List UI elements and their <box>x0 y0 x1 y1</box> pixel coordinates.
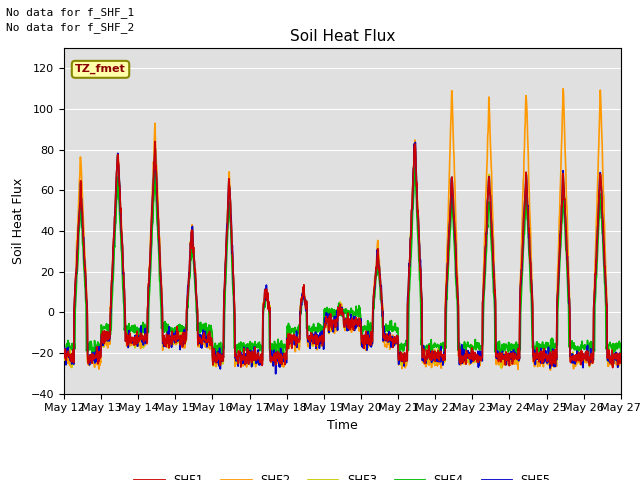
Text: No data for f_SHF_2: No data for f_SHF_2 <box>6 22 134 33</box>
SHF3 <box>552 360 559 366</box>
SHF4 <box>552 341 559 347</box>
SHF4 <box>60 347 68 352</box>
SHF4 <box>246 339 254 345</box>
SHF1 <box>551 347 559 353</box>
SHF5 <box>412 140 419 145</box>
SHF3 <box>171 337 179 343</box>
SHF2 <box>617 357 625 362</box>
SHF4 <box>170 326 178 332</box>
SHF1 <box>246 357 254 363</box>
SHF3 <box>184 285 192 291</box>
SHF2 <box>502 361 509 367</box>
Line: SHF4: SHF4 <box>64 168 621 356</box>
SHF5 <box>502 362 510 368</box>
Y-axis label: Soil Heat Flux: Soil Heat Flux <box>12 178 25 264</box>
Line: SHF5: SHF5 <box>64 143 621 374</box>
SHF5 <box>272 371 280 377</box>
SHF1 <box>502 349 509 355</box>
SHF3 <box>429 353 437 359</box>
SHF5 <box>246 348 254 353</box>
SHF4 <box>502 341 510 347</box>
SHF3 <box>502 350 509 356</box>
SHF2 <box>547 367 554 373</box>
SHF5 <box>60 345 68 351</box>
Title: Soil Heat Flux: Soil Heat Flux <box>290 29 395 44</box>
SHF1 <box>60 348 68 354</box>
SHF2 <box>184 291 191 297</box>
SHF2 <box>429 360 436 366</box>
SHF5 <box>552 363 559 369</box>
SHF2 <box>60 359 68 364</box>
SHF4 <box>617 349 625 355</box>
SHF2 <box>551 361 559 367</box>
SHF4 <box>429 342 437 348</box>
Legend: SHF1, SHF2, SHF3, SHF4, SHF5: SHF1, SHF2, SHF3, SHF4, SHF5 <box>129 469 556 480</box>
Text: TZ_fmet: TZ_fmet <box>75 64 126 74</box>
SHF2 <box>559 86 567 92</box>
SHF5 <box>429 354 437 360</box>
Line: SHF2: SHF2 <box>64 89 621 370</box>
SHF3 <box>546 365 554 371</box>
SHF1 <box>184 286 192 291</box>
SHF5 <box>170 336 178 341</box>
SHF3 <box>617 351 625 357</box>
SHF1 <box>171 338 179 344</box>
Line: SHF3: SHF3 <box>64 144 621 368</box>
SHF5 <box>617 354 625 360</box>
SHF1 <box>429 354 437 360</box>
SHF1 <box>617 351 625 357</box>
Line: SHF1: SHF1 <box>64 142 621 368</box>
SHF2 <box>246 358 254 363</box>
SHF4 <box>275 353 282 359</box>
SHF5 <box>184 283 191 289</box>
SHF2 <box>170 336 178 342</box>
SHF1 <box>151 139 159 144</box>
SHF1 <box>609 365 616 371</box>
SHF3 <box>246 355 254 360</box>
SHF4 <box>411 165 419 171</box>
Text: No data for f_SHF_1: No data for f_SHF_1 <box>6 7 134 18</box>
SHF3 <box>151 141 159 147</box>
SHF4 <box>184 305 191 311</box>
X-axis label: Time: Time <box>327 419 358 432</box>
SHF3 <box>60 350 68 356</box>
